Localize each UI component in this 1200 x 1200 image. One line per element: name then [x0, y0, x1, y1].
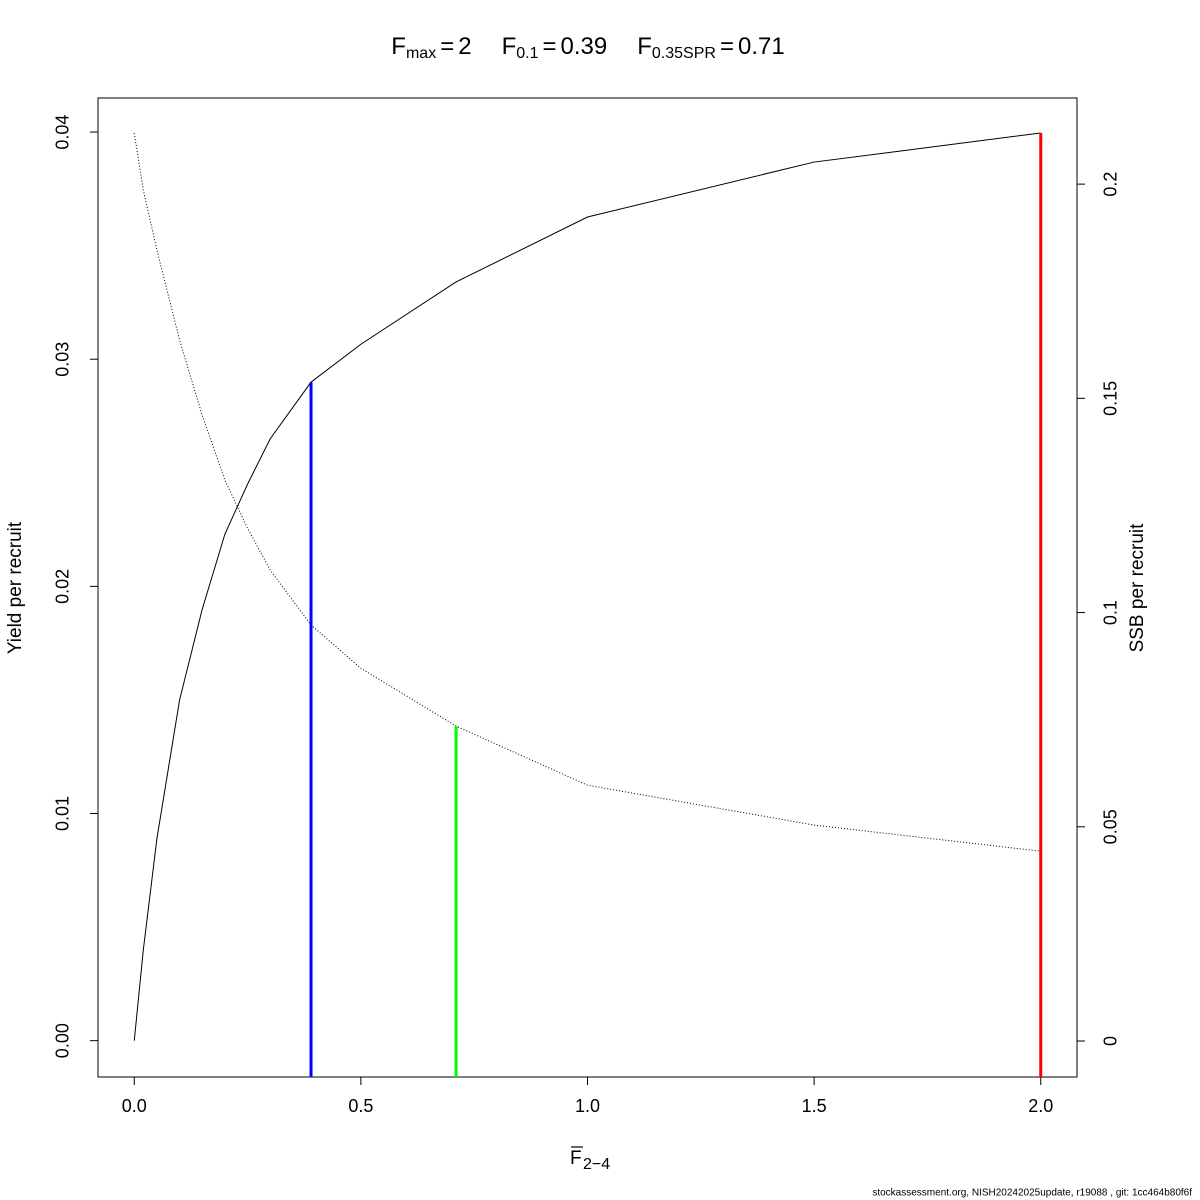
title-subscript: 0.1 [516, 45, 538, 62]
series-line [133, 133, 1041, 852]
y2-tick-label: 0.1 [1101, 600, 1121, 625]
title-equals: = [720, 33, 734, 60]
x-tick-label: 0.0 [122, 1096, 147, 1116]
title-subscript: max [406, 45, 436, 62]
footer: stockassessment.org, NISH20242025update,… [872, 1188, 1192, 1199]
y-axis-title: Yield per recruit [5, 521, 26, 654]
x-tick-label: 0.5 [348, 1096, 373, 1116]
x-tick-label: 2.0 [1028, 1096, 1053, 1116]
x-axis-subscript: 2−4 [583, 1156, 610, 1173]
chart-title: Fmax = 2 F0.1 = 0.39 F0.35SPR = 0.71 [391, 33, 784, 62]
y2-tick-label: 0.05 [1101, 809, 1121, 844]
y-tick-label: 0.04 [53, 115, 73, 150]
y2-tick-label: 0.15 [1101, 381, 1121, 416]
title-symbol: F [637, 33, 652, 60]
title-equals: = [543, 33, 557, 60]
x-axis-title: F 2−4 [570, 1146, 610, 1173]
y2-tick-label: 0 [1101, 1036, 1121, 1046]
y-tick-label: 0.03 [53, 342, 73, 377]
plot-frame [97, 97, 1078, 1078]
x-tick-label: 1.5 [802, 1096, 827, 1116]
y2-axis-title: SSB per recruit [1127, 523, 1148, 653]
title-equals: = [440, 33, 454, 60]
title-subscript: 0.35SPR [652, 45, 716, 62]
y-tick-label: 0.01 [53, 796, 73, 831]
title-symbol: F [391, 33, 406, 60]
series-line [133, 132, 1041, 1041]
title-symbol: F [502, 33, 517, 60]
y2-tick-label: 0.2 [1101, 172, 1121, 197]
x-tick-label: 1.0 [575, 1096, 600, 1116]
title-value: 2 [458, 33, 471, 60]
x-axis-symbol: F [570, 1148, 582, 1169]
y-tick-label: 0.02 [53, 569, 73, 604]
title-value: 0.71 [738, 33, 785, 60]
y-tick-label: 0.00 [53, 1023, 73, 1058]
title-value: 0.39 [561, 33, 608, 60]
